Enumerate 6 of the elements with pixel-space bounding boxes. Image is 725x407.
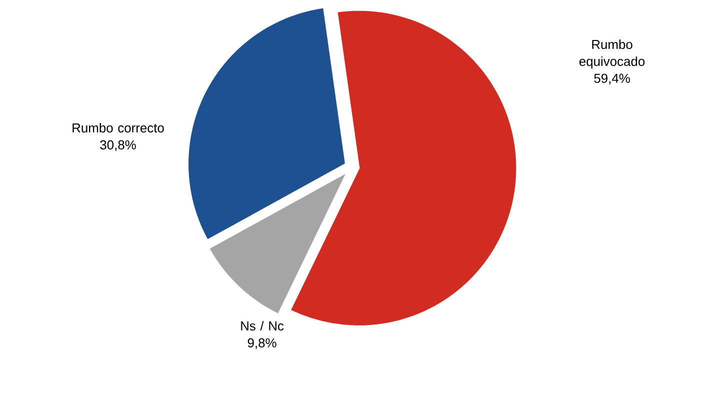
slice-label: Ns / Nc (241, 321, 284, 331)
data-label: 9,8% (248, 338, 276, 349)
slice-label: Rumbo equivocado (579, 40, 645, 69)
data-label: 59,4% (594, 74, 630, 84)
data-label: 30,8% (100, 140, 136, 151)
slice-label: Rumbo correcto (72, 123, 164, 133)
